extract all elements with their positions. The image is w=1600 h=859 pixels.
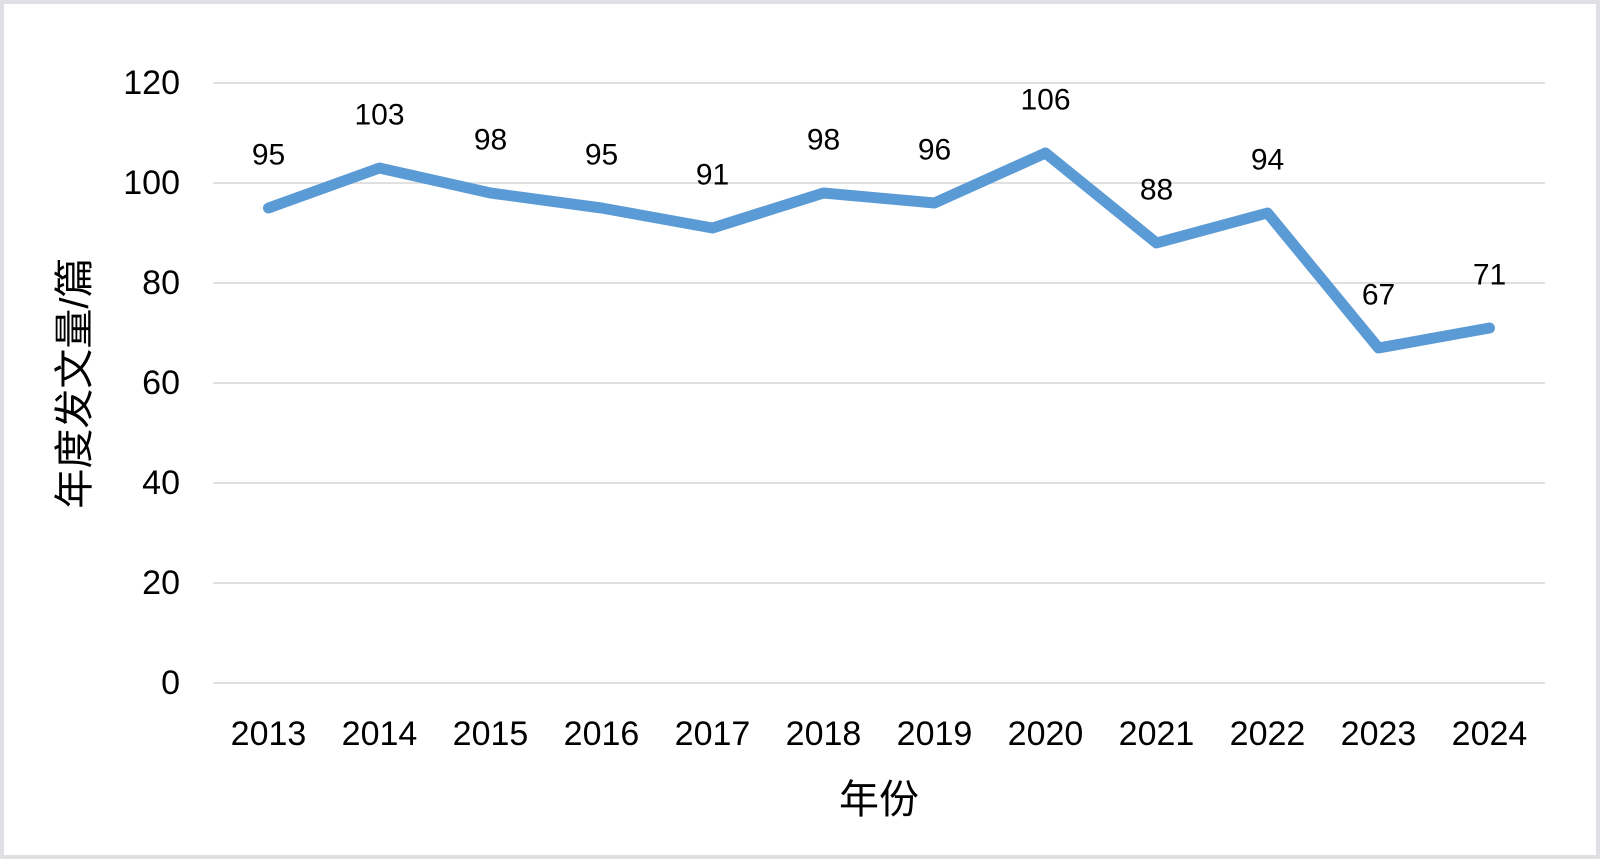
x-axis-tick-label: 2018 bbox=[786, 715, 862, 753]
y-axis-tick-label: 0 bbox=[161, 664, 180, 702]
x-axis-title: 年份 bbox=[839, 778, 919, 822]
x-axis-tick-label: 2019 bbox=[897, 715, 973, 753]
data-label: 91 bbox=[696, 159, 729, 192]
data-label: 95 bbox=[252, 139, 285, 172]
x-axis-tick-label: 2013 bbox=[231, 715, 307, 753]
data-label: 106 bbox=[1020, 84, 1070, 117]
x-axis-tick-label: 2014 bbox=[342, 715, 418, 753]
x-axis-tick-label: 2023 bbox=[1341, 715, 1417, 753]
x-axis-tick-label: 2017 bbox=[675, 715, 751, 753]
y-axis-tick-label: 20 bbox=[142, 564, 180, 602]
y-axis-title: 年度发文量/篇 bbox=[53, 257, 97, 508]
data-label: 94 bbox=[1251, 144, 1284, 177]
x-axis-tick-label: 2020 bbox=[1008, 715, 1084, 753]
data-label: 88 bbox=[1140, 174, 1173, 207]
data-label: 67 bbox=[1362, 279, 1395, 312]
data-label: 103 bbox=[354, 99, 404, 132]
y-axis-tick-label: 100 bbox=[123, 164, 180, 202]
data-label: 71 bbox=[1473, 259, 1506, 292]
y-axis-tick-label: 80 bbox=[142, 264, 180, 302]
series-line bbox=[263, 147, 1495, 354]
x-axis-tick-label: 2016 bbox=[564, 715, 640, 753]
y-axis-tick-label: 120 bbox=[123, 64, 180, 102]
y-axis-tick-label: 60 bbox=[142, 364, 180, 402]
data-label: 95 bbox=[585, 139, 618, 172]
data-label: 98 bbox=[474, 124, 507, 157]
data-label: 98 bbox=[807, 124, 840, 157]
data-label: 96 bbox=[918, 134, 951, 167]
x-axis-tick-label: 2022 bbox=[1230, 715, 1306, 753]
y-axis-tick-label: 40 bbox=[142, 464, 180, 502]
x-axis-tick-label: 2024 bbox=[1452, 715, 1528, 753]
x-axis-tick-label: 2021 bbox=[1119, 715, 1195, 753]
x-axis-tick-label: 2015 bbox=[453, 715, 529, 753]
